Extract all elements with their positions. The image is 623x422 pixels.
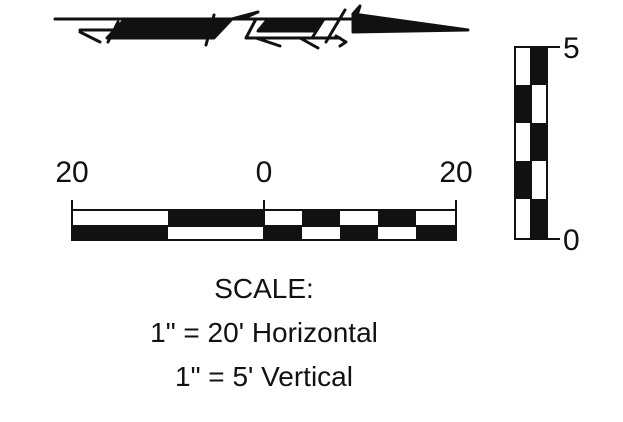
scale-horizontal-ratio: 1" = 20' Horizontal xyxy=(150,317,378,348)
vertical-scale-bar xyxy=(514,46,560,240)
scale-vertical-ratio: 1" = 5' Vertical xyxy=(175,361,353,392)
north-arrow-icon xyxy=(53,4,470,50)
horizontal-scale-bar xyxy=(71,200,457,241)
horizontal-label-center: 0 xyxy=(256,156,273,189)
horizontal-label-right: 20 xyxy=(439,156,472,189)
horizontal-label-left: 20 xyxy=(55,156,88,189)
vertical-label-bottom: 0 xyxy=(563,224,580,257)
scale-title: SCALE: xyxy=(214,273,314,304)
vertical-label-top: 5 xyxy=(563,32,580,65)
